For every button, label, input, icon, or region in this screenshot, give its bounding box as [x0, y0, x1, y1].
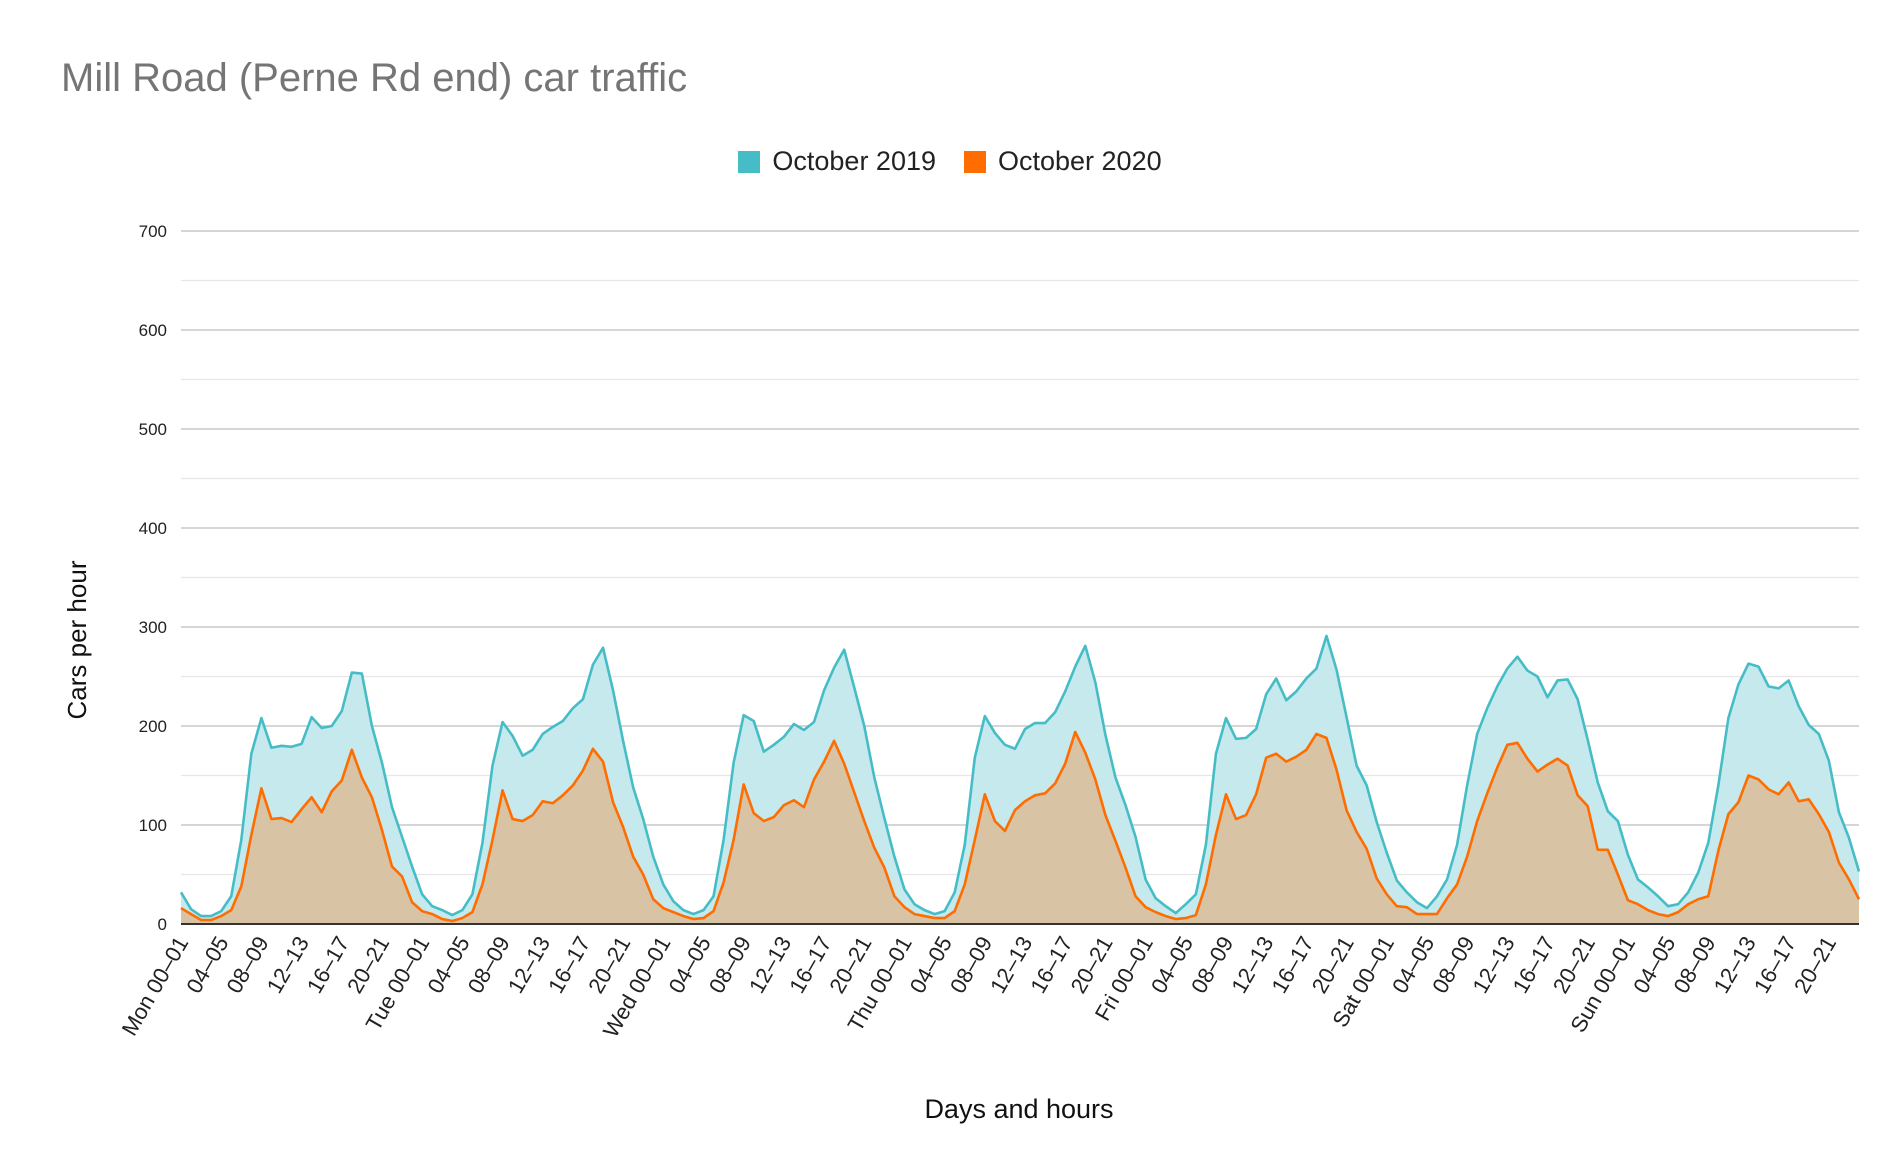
legend: October 2019 October 2020 [0, 146, 1900, 177]
y-tick-label: 200 [139, 717, 167, 736]
y-tick-label: 300 [139, 618, 167, 637]
series-areas [181, 635, 1859, 924]
y-tick-label: 700 [139, 222, 167, 241]
y-tick-labels: 0 100 200 300 400 500 600 700 [139, 222, 167, 934]
x-tick-label: 20–21 [1789, 932, 1841, 997]
y-tick-label: 100 [139, 816, 167, 835]
series-line-0 [179, 634, 1861, 918]
y-tick-label: 500 [139, 420, 167, 439]
legend-item-2019: October 2019 [738, 146, 936, 177]
series-line-1 [180, 730, 1861, 923]
legend-swatch-2020 [964, 150, 986, 173]
chart-title: Mill Road (Perne Rd end) car traffic [61, 56, 688, 100]
legend-label-2019: October 2019 [772, 146, 936, 176]
y-tick-label: 600 [139, 321, 167, 340]
series-lines [179, 634, 1861, 923]
series-area-1 [181, 731, 1859, 924]
x-axis-label: Days and hours [924, 1094, 1113, 1124]
y-axis-label: Cars per hour [62, 560, 92, 719]
y-tick-label: 400 [139, 519, 167, 538]
y-tick-label: 0 [158, 915, 167, 934]
legend-item-2020: October 2020 [964, 146, 1162, 177]
legend-swatch-2019 [738, 150, 761, 173]
legend-label-2020: October 2020 [998, 146, 1162, 176]
